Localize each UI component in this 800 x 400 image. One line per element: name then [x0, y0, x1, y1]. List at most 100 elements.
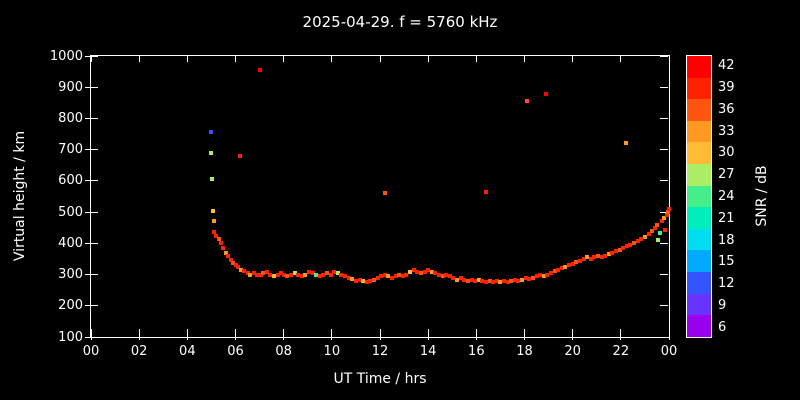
data-point: [328, 272, 333, 277]
x-tick-outer: [235, 335, 236, 340]
data-point: [502, 279, 507, 284]
data-point: [241, 269, 246, 274]
x-tick-label: 20: [564, 344, 581, 359]
data-point: [303, 272, 308, 277]
y-tick-mirror: [660, 336, 668, 338]
data-point: [350, 277, 355, 282]
y-tick-outer: [85, 211, 91, 213]
data-point: [635, 239, 640, 244]
data-point: [321, 272, 326, 277]
x-tick-mirror: [572, 55, 574, 62]
data-point: [346, 275, 351, 280]
x-tick: [572, 329, 574, 337]
x-tick-outer: [668, 335, 670, 340]
x-tick-label: 00: [82, 344, 100, 359]
data-point: [292, 271, 297, 276]
data-point: [382, 191, 387, 196]
x-tick-label: 14: [419, 344, 437, 359]
data-point: [245, 270, 250, 275]
data-point: [659, 219, 664, 224]
x-tick: [524, 329, 525, 337]
data-point: [288, 272, 293, 277]
data-point: [484, 280, 489, 285]
data-point: [444, 272, 449, 277]
colorbar-band: [687, 120, 711, 143]
data-point: [210, 177, 215, 182]
data-point: [306, 270, 311, 275]
x-axis-label: UT Time / hrs: [333, 371, 427, 387]
data-point: [650, 228, 655, 233]
y-tick-mirror: [660, 242, 668, 244]
x-tick-label: 06: [227, 344, 244, 359]
data-point: [661, 216, 666, 221]
data-point: [386, 274, 391, 279]
y-tick: [90, 305, 98, 307]
x-tick-mirror: [186, 55, 188, 62]
y-tick-label: 400: [58, 235, 83, 251]
x-tick: [235, 329, 236, 337]
x-tick-label: 18: [516, 344, 533, 359]
data-point: [534, 274, 539, 279]
x-tick-label: 04: [179, 344, 196, 359]
data-point: [364, 280, 369, 285]
colorbar-band: [687, 142, 711, 165]
data-point: [592, 255, 597, 260]
colorbar-band: [687, 99, 711, 121]
colorbar: [686, 55, 712, 338]
data-point: [567, 263, 572, 268]
data-point: [577, 258, 582, 263]
data-point: [595, 253, 600, 258]
data-point: [451, 275, 456, 280]
x-tick-label: 02: [130, 344, 148, 359]
data-point: [581, 256, 586, 261]
x-tick: [283, 329, 285, 337]
y-tick: [90, 86, 98, 88]
data-point: [343, 274, 348, 279]
data-point: [357, 277, 362, 282]
data-point: [606, 252, 611, 257]
data-point: [509, 278, 514, 283]
y-tick-label: 300: [58, 267, 83, 283]
colorbar-tick-label: 12: [718, 276, 735, 292]
x-tick-mirror: [427, 55, 429, 62]
x-tick: [186, 329, 188, 337]
data-point: [247, 272, 252, 277]
data-point: [281, 272, 286, 277]
data-point: [476, 277, 481, 282]
data-point: [512, 277, 517, 282]
data-point: [447, 274, 452, 279]
x-tick-label: 12: [371, 344, 389, 359]
data-point: [261, 271, 266, 276]
data-point: [314, 272, 319, 277]
data-point: [228, 257, 233, 262]
x-tick-mirror: [331, 55, 333, 62]
x-tick: [138, 329, 140, 337]
data-point: [663, 228, 668, 233]
data-point: [455, 277, 460, 282]
y-tick-label: 500: [58, 204, 83, 220]
colorbar-tick-label: 39: [718, 80, 735, 96]
colorbar-axis-label: SNR / dB: [754, 165, 770, 227]
y-tick-label: 700: [58, 142, 83, 158]
data-point: [208, 130, 213, 135]
y-tick-label: 900: [58, 79, 83, 95]
x-tick-label: 22: [612, 344, 630, 359]
data-point: [458, 275, 463, 280]
data-point: [491, 280, 496, 285]
x-tick: [668, 329, 670, 337]
x-tick-mirror: [524, 55, 525, 62]
colorbar-band: [687, 315, 711, 337]
data-point: [556, 267, 561, 272]
data-point: [538, 272, 543, 277]
data-point: [375, 275, 380, 280]
data-point: [523, 275, 528, 280]
data-point: [437, 272, 441, 277]
data-point: [353, 278, 358, 283]
data-point: [216, 236, 221, 241]
colorbar-tick-label: 6: [718, 319, 727, 335]
data-point: [527, 277, 532, 282]
data-point: [255, 272, 260, 277]
y-tick: [90, 149, 98, 151]
y-tick-label: 200: [58, 298, 83, 314]
